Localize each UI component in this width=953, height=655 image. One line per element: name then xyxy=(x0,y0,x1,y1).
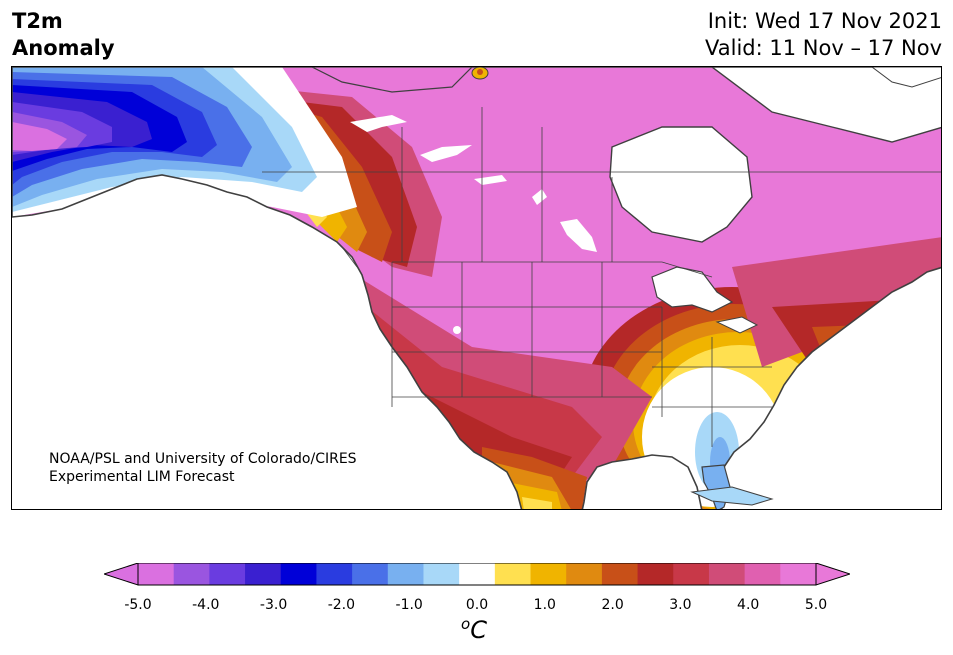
colorbar-cell xyxy=(494,563,532,585)
map-canvas xyxy=(12,67,941,509)
colorbar-cell xyxy=(352,563,389,585)
colorbar-cell xyxy=(173,563,210,585)
colorbar-cell xyxy=(601,563,639,585)
colorbar-unit: oC xyxy=(461,615,487,644)
colorbar-cell xyxy=(637,563,674,585)
colorbar-cell xyxy=(209,563,246,585)
valid-range: Valid: 11 Nov – 17 Nov xyxy=(705,36,942,60)
colorbar-extend-low xyxy=(104,563,139,586)
colorbar-tick-label: 3.0 xyxy=(669,597,692,613)
init-date: Init: Wed 17 Nov 2021 xyxy=(707,9,942,33)
colorbar-tick-label: -1.0 xyxy=(395,597,423,613)
colorbar-tick-label: 5.0 xyxy=(804,597,828,613)
colorbar-cell xyxy=(708,563,746,585)
date-info: Init: Wed 17 Nov 2021 Valid: 11 Nov – 17… xyxy=(705,8,942,62)
colorbar-outline xyxy=(137,563,817,586)
colorbar-cell xyxy=(530,563,567,585)
colorbar-tick-label: -2.0 xyxy=(327,597,356,613)
unit-base: C xyxy=(470,616,487,644)
colorbar xyxy=(104,563,850,586)
map-title: T2m Anomaly xyxy=(12,8,115,62)
colorbar-tick-label: 0.0 xyxy=(465,597,489,613)
colorbar-cell xyxy=(459,563,496,585)
colorbar-cell xyxy=(316,563,353,585)
colorbar-cell xyxy=(138,563,175,585)
credit-text: NOAA/PSL and University of Colorado/CIRE… xyxy=(49,450,357,486)
colorbar-extend-high xyxy=(815,563,850,586)
colorbar-cells xyxy=(138,563,817,585)
colorbar-tick-label: -5.0 xyxy=(124,597,152,613)
colorbar-cell xyxy=(780,563,817,585)
colorbar-cell xyxy=(566,563,603,585)
colorbar-cell xyxy=(387,563,424,585)
colorbar-cell xyxy=(245,563,282,585)
colorbar-tick-label: 4.0 xyxy=(737,597,760,613)
title-line-variable: T2m xyxy=(12,9,63,33)
colorbar-cell xyxy=(744,563,781,585)
credit-line-product: Experimental LIM Forecast xyxy=(49,469,235,485)
title-line-anomaly: Anomaly xyxy=(12,36,115,60)
unit-superscript: o xyxy=(461,615,471,633)
colorbar-cell xyxy=(280,563,317,585)
colorbar-tick-label: -4.0 xyxy=(192,597,220,613)
anomaly-map xyxy=(11,66,942,510)
colorbar-cell xyxy=(423,563,460,585)
colorbar-cell xyxy=(673,563,710,585)
colorbar-tick-label: 2.0 xyxy=(601,597,624,613)
colorbar-tick-labels: -5.0 -4.0 -3.0 -2.0 -1.0 0.0 1.0 2.0 3.0 4.0 5.0 xyxy=(0,597,953,617)
colorbar-tick-label: 1.0 xyxy=(533,597,556,613)
credit-line-org: NOAA/PSL and University of Colorado/CIRE… xyxy=(49,451,357,467)
colorbar-tick-label: -3.0 xyxy=(259,597,288,613)
